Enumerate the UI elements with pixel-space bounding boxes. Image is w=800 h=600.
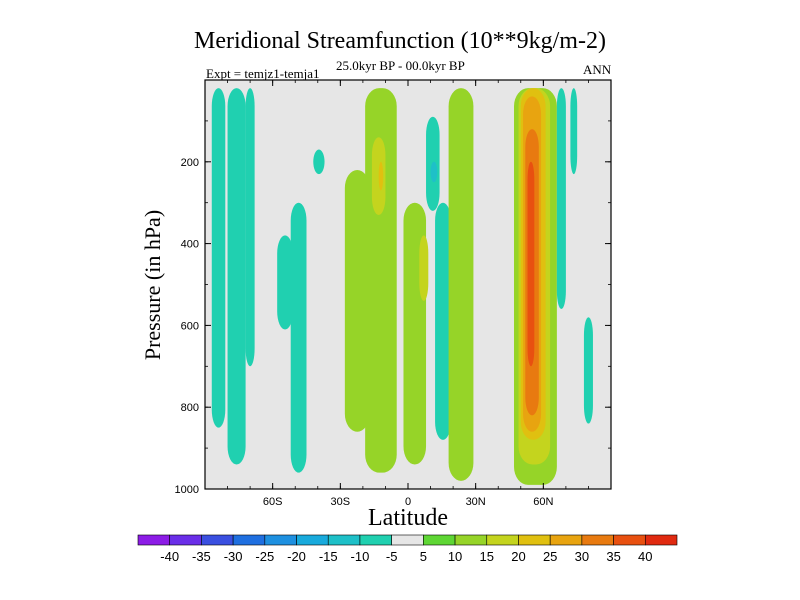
contour-region	[556, 88, 566, 310]
colorbar-swatch	[327, 534, 361, 546]
colorbar-swatch	[264, 534, 297, 546]
colorbar-swatch	[581, 534, 614, 546]
axes: 60S 30S 0 30N 60N 200 400 600 800 1000	[175, 79, 612, 508]
colorbar-label: -35	[192, 549, 211, 564]
y-tick-label: 1000	[175, 484, 199, 496]
contour-region	[227, 88, 246, 465]
contour-region	[583, 317, 593, 424]
colorbar-swatch	[423, 534, 456, 546]
colorbar-swatch	[613, 534, 646, 546]
season-label: ANN	[583, 62, 612, 77]
colorbar-swatch	[391, 534, 424, 546]
x-tick-label: 30N	[466, 496, 486, 508]
contour-region	[527, 161, 535, 367]
contour-region	[448, 88, 474, 481]
contour-region	[245, 88, 255, 367]
contour-region	[313, 149, 325, 175]
y-tick-label: 600	[181, 320, 199, 332]
colorbar-label: 5	[420, 549, 427, 564]
y-tick-label: 800	[181, 402, 199, 414]
colorbar-swatch	[201, 534, 234, 546]
colorbar-label: 15	[480, 549, 494, 564]
chart-subtitle: 25.0kyr BP - 00.0kyr BP	[336, 58, 465, 73]
colorbar-label: -10	[351, 549, 370, 564]
colorbar-label: -30	[224, 549, 243, 564]
contour-region	[430, 161, 438, 183]
colorbar-label: -5	[386, 549, 398, 564]
x-tick-label: 60N	[533, 496, 553, 508]
contour-region	[277, 235, 293, 330]
colorbar-swatch	[644, 534, 678, 546]
colorbar-swatch	[549, 534, 583, 546]
colorbar-label: 40	[638, 549, 652, 564]
colorbar-swatch	[486, 534, 519, 546]
colorbar-label: 30	[575, 549, 589, 564]
contour-region	[344, 169, 370, 432]
colorbar-swatch	[518, 534, 551, 546]
colorbar-label: -15	[319, 549, 338, 564]
colorbar-label: -40	[160, 549, 179, 564]
contour-region	[419, 235, 429, 301]
experiment-label: Expt = temjz1-temja1	[206, 66, 320, 81]
colorbar-swatch	[137, 534, 171, 546]
colorbar-swatch	[169, 534, 202, 546]
x-tick-label: 60S	[263, 496, 283, 508]
x-tick-label: 0	[405, 496, 411, 508]
contour-region	[435, 202, 451, 440]
x-axis-label: Latitude	[368, 505, 448, 531]
colorbar-label: 10	[448, 549, 462, 564]
x-tick-label: 30S	[331, 496, 351, 508]
contour-region	[378, 161, 384, 191]
colorbar-label: 25	[543, 549, 557, 564]
contour-region	[570, 88, 578, 175]
colorbar: -40 -35 -30 -25 -20 -15 -10 -5 5 10 15 20 25 30 35 40	[137, 534, 678, 564]
contour-region	[290, 202, 307, 473]
colorbar-label: 35	[606, 549, 620, 564]
y-tick-label: 200	[181, 157, 199, 169]
colorbar-swatch	[296, 534, 329, 546]
y-tick-label: 400	[181, 239, 199, 251]
colorbar-label: -20	[287, 549, 306, 564]
colorbar-swatch	[232, 534, 266, 546]
chart-title: Meridional Streamfunction (10**9kg/m-2)	[194, 28, 606, 54]
contour-region	[211, 88, 226, 428]
colorbar-swatch	[359, 534, 392, 546]
colorbar-label: 20	[511, 549, 525, 564]
colorbar-label: -25	[255, 549, 274, 564]
colorbar-swatch	[454, 534, 488, 546]
plot-area	[205, 80, 611, 489]
